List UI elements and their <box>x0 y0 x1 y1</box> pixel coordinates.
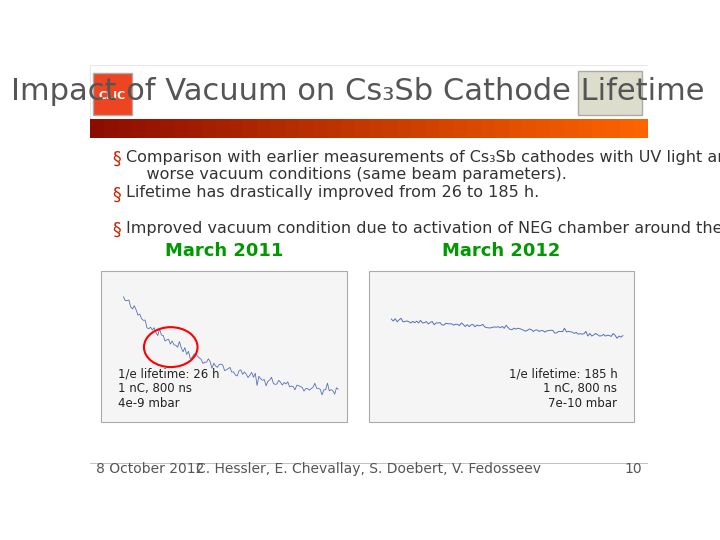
Text: CLIC: CLIC <box>99 91 126 101</box>
Bar <box>188 119 203 138</box>
Bar <box>215 119 230 138</box>
Bar <box>578 71 642 114</box>
Bar <box>93 73 132 114</box>
Bar <box>578 119 593 138</box>
Bar <box>536 119 552 138</box>
Bar <box>564 119 580 138</box>
Bar <box>101 271 347 422</box>
Bar <box>411 119 426 138</box>
Bar <box>258 119 272 138</box>
Text: C. Hessler, E. Chevallay, S. Doebert, V. Fedosseev: C. Hessler, E. Chevallay, S. Doebert, V.… <box>197 462 541 476</box>
Text: 1 nC, 800 ns: 1 nC, 800 ns <box>118 382 192 395</box>
Text: March 2012: March 2012 <box>442 242 561 260</box>
Text: Comparison with earlier measurements of Cs₃Sb cathodes with UV light and
    wor: Comparison with earlier measurements of … <box>126 150 720 183</box>
Text: 8 October 2012: 8 October 2012 <box>96 462 204 476</box>
Bar <box>313 119 328 138</box>
Bar <box>145 119 161 138</box>
Bar <box>341 119 356 138</box>
Bar <box>174 119 189 138</box>
Bar <box>160 119 175 138</box>
Text: Improved vacuum condition due to activation of NEG chamber around the gun.: Improved vacuum condition due to activat… <box>126 221 720 236</box>
Bar <box>271 119 287 138</box>
Bar <box>90 65 648 119</box>
Bar <box>90 119 105 138</box>
Bar <box>481 119 495 138</box>
Bar <box>369 119 384 138</box>
Text: 1/e lifetime: 185 h: 1/e lifetime: 185 h <box>508 368 617 381</box>
Bar <box>453 119 468 138</box>
Bar <box>369 271 634 422</box>
Text: 10: 10 <box>625 462 642 476</box>
Bar <box>425 119 440 138</box>
Bar <box>327 119 342 138</box>
Text: §: § <box>112 221 121 239</box>
Bar <box>523 119 538 138</box>
Bar <box>118 119 133 138</box>
Text: 1 nC, 800 ns: 1 nC, 800 ns <box>544 382 617 395</box>
Bar <box>467 119 482 138</box>
Bar <box>230 119 245 138</box>
Bar <box>438 119 454 138</box>
Bar <box>383 119 398 138</box>
Bar <box>300 119 315 138</box>
Text: §: § <box>112 150 121 168</box>
Text: Impact of Vacuum on Cs₃Sb Cathode Lifetime: Impact of Vacuum on Cs₃Sb Cathode Lifeti… <box>11 77 705 106</box>
Bar <box>243 119 258 138</box>
Bar <box>550 119 565 138</box>
Text: 1/e lifetime: 26 h: 1/e lifetime: 26 h <box>118 368 220 381</box>
Bar <box>132 119 147 138</box>
Bar <box>397 119 412 138</box>
Bar <box>620 119 635 138</box>
Text: Lifetime has drastically improved from 26 to 185 h.: Lifetime has drastically improved from 2… <box>126 185 539 200</box>
Bar <box>202 119 217 138</box>
Bar <box>355 119 370 138</box>
Bar <box>634 119 649 138</box>
Bar <box>285 119 300 138</box>
Text: 4e-9 mbar: 4e-9 mbar <box>118 397 179 410</box>
Bar <box>508 119 523 138</box>
Text: 7e-10 mbar: 7e-10 mbar <box>549 397 617 410</box>
Text: March 2011: March 2011 <box>165 242 283 260</box>
Bar <box>593 119 607 138</box>
Bar <box>104 119 119 138</box>
Text: §: § <box>112 185 121 204</box>
Bar <box>606 119 621 138</box>
Bar <box>495 119 510 138</box>
